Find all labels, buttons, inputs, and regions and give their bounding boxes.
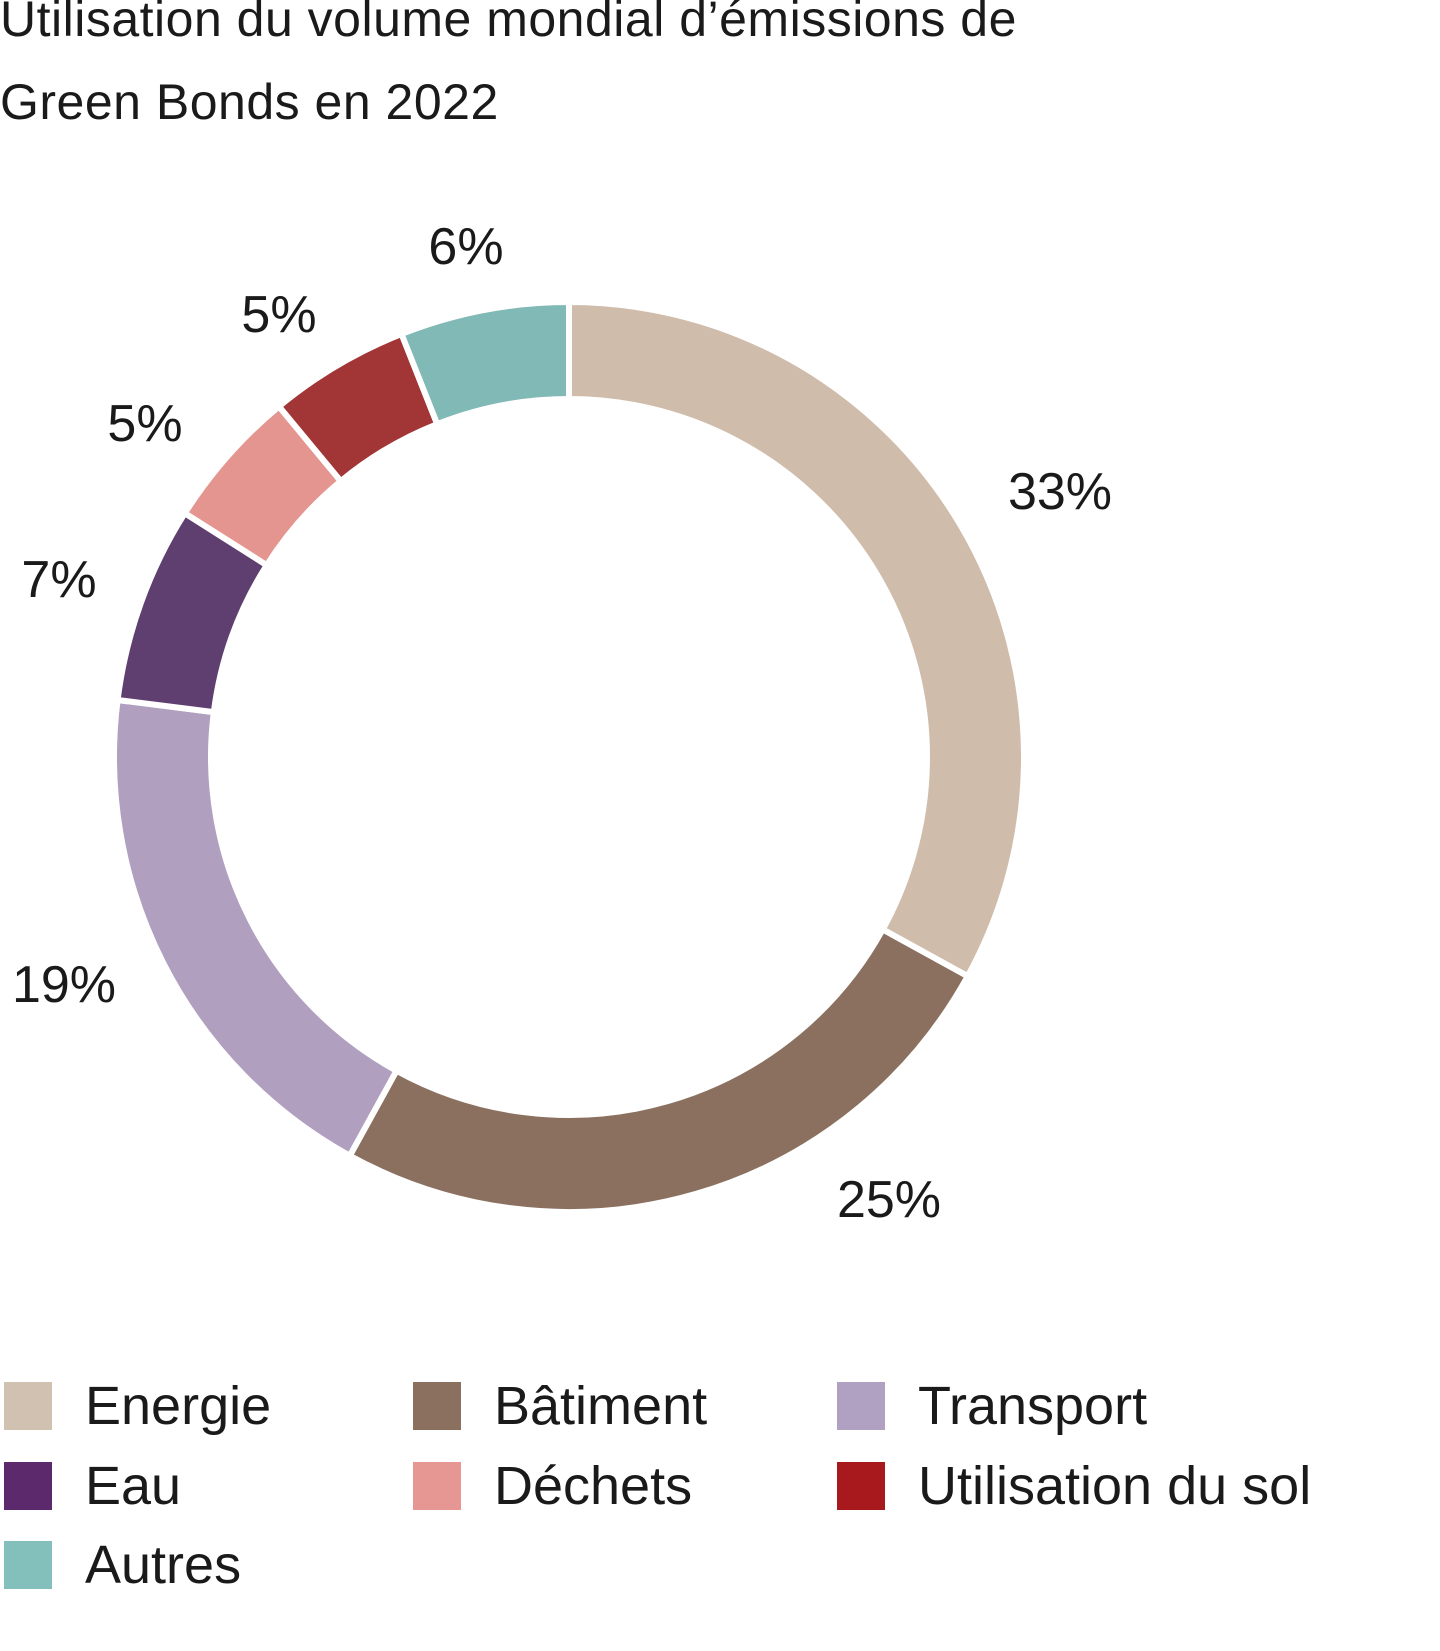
donut-slice-energie bbox=[566, 298, 1027, 981]
legend-swatch bbox=[4, 1462, 52, 1510]
donut-slice-autres bbox=[397, 298, 572, 429]
slice-label-autres: 6% bbox=[428, 218, 504, 276]
legend-swatch bbox=[413, 1382, 461, 1430]
legend-label: Eau bbox=[85, 1456, 182, 1516]
slice-label-dechets: 5% bbox=[107, 395, 183, 453]
legend-label: Transport bbox=[918, 1376, 1148, 1436]
legend-item-energie: Energie bbox=[4, 1379, 271, 1433]
legend-swatch bbox=[413, 1462, 461, 1510]
slice-label-eau: 7% bbox=[21, 551, 97, 609]
legend-swatch bbox=[837, 1382, 885, 1430]
legend-label: Energie bbox=[85, 1376, 272, 1436]
slice-label-batiment: 25% bbox=[836, 1171, 942, 1229]
legend-item-eau: Eau bbox=[4, 1459, 181, 1513]
title-line-2: Green Bonds en 2022 bbox=[0, 74, 499, 130]
legend-swatch bbox=[837, 1462, 885, 1510]
legend-item-batiment: Bâtiment bbox=[413, 1379, 707, 1433]
legend-item-utilisation-du-sol: Utilisation du sol bbox=[837, 1459, 1311, 1513]
legend-item-transport: Transport bbox=[837, 1379, 1147, 1433]
donut-chart bbox=[111, 298, 1027, 1215]
legend-item-dechets: Déchets bbox=[413, 1459, 692, 1513]
legend-swatch bbox=[4, 1541, 52, 1589]
legend-item-autres: Autres bbox=[4, 1538, 241, 1592]
legend-label: Bâtiment bbox=[494, 1376, 708, 1436]
legend-label: Déchets bbox=[494, 1456, 693, 1516]
chart-title: Utilisation du volume mondial d’émission… bbox=[0, 0, 1017, 144]
slice-label-utilisation-du-sol: 5% bbox=[241, 286, 317, 344]
legend-swatch bbox=[4, 1382, 52, 1430]
slice-label-transport: 19% bbox=[11, 956, 117, 1014]
donut-slice-bâtiment bbox=[345, 925, 972, 1215]
slice-label-energie: 33% bbox=[1007, 463, 1113, 521]
donut-slice-transport bbox=[111, 696, 401, 1160]
legend-label: Autres bbox=[85, 1535, 242, 1595]
legend-label: Utilisation du sol bbox=[918, 1456, 1312, 1516]
title-line-1: Utilisation du volume mondial d’émission… bbox=[0, 0, 1017, 47]
